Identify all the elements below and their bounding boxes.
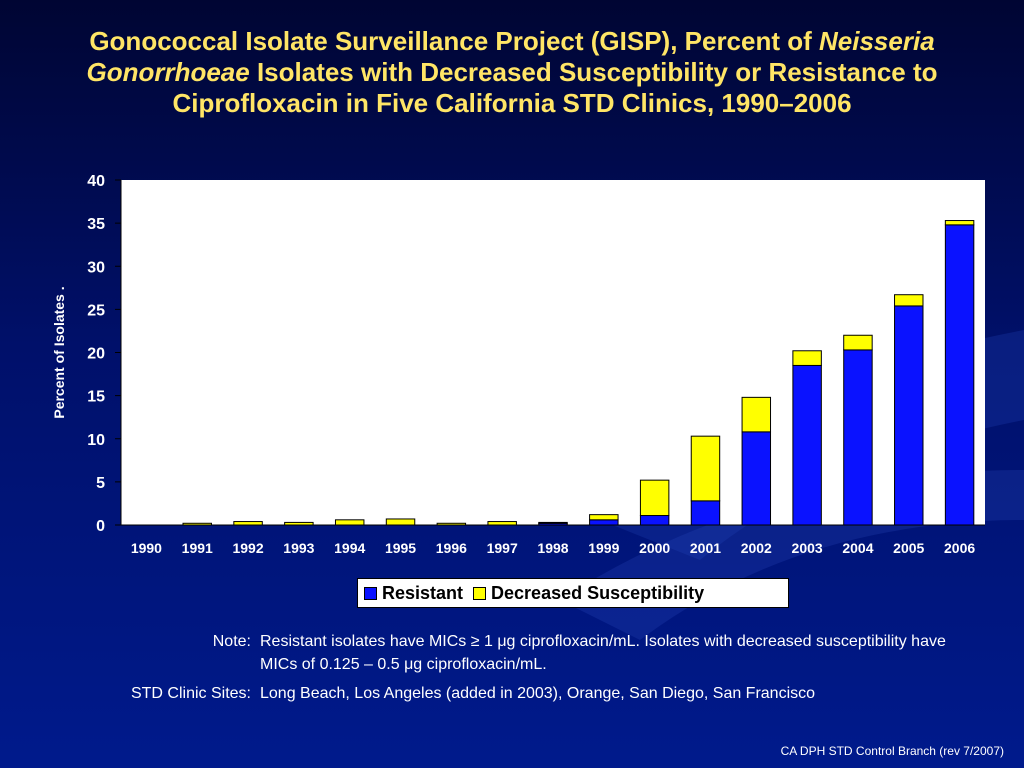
x-tick-label: 2003 xyxy=(792,540,823,556)
x-tick-label: 2004 xyxy=(842,540,873,556)
chart-legend: Resistant Decreased Susceptibility xyxy=(357,578,789,608)
x-tick-label: 2001 xyxy=(690,540,721,556)
title-part-1: Gonococcal Isolate Surveillance Project … xyxy=(89,26,820,56)
x-tick-label: 1990 xyxy=(131,540,162,556)
x-tick-label: 1999 xyxy=(588,540,619,556)
x-tick-label: 1996 xyxy=(436,540,467,556)
bar-decreased-2002 xyxy=(741,396,772,433)
chart-title: Gonococcal Isolate Surveillance Project … xyxy=(20,26,1004,119)
clinic-sites-label: STD Clinic Sites: xyxy=(130,685,251,702)
bar-decreased-2001 xyxy=(690,435,721,502)
bar-resistant-2001 xyxy=(690,500,721,526)
bar-decreased-1998 xyxy=(538,521,568,524)
plot-area xyxy=(121,180,985,525)
x-tick-label: 1995 xyxy=(385,540,416,556)
bar-decreased-2003 xyxy=(792,350,822,366)
y-tick-label: 40 xyxy=(87,173,105,190)
legend-item-decreased: Decreased Susceptibility xyxy=(473,583,704,604)
y-tick-label: 20 xyxy=(87,346,105,363)
y-tick-label: 30 xyxy=(87,259,105,276)
note-text: Resistant isolates have MICs ≥ 1 μg cipr… xyxy=(260,633,946,673)
title-italic: Neisseria Gonorrhoeae xyxy=(86,26,935,87)
bar-resistant-2005 xyxy=(894,305,924,526)
x-tick-label: 2002 xyxy=(741,540,772,556)
bar-decreased-1992 xyxy=(233,521,263,526)
bar-decreased-1995 xyxy=(385,518,416,526)
clinic-sites-text: Long Beach, Los Angeles (added in 2003),… xyxy=(260,685,816,702)
legend-item-resistant: Resistant xyxy=(364,583,463,604)
bar-decreased-2004 xyxy=(843,334,873,351)
bar-resistant-2006 xyxy=(944,224,975,526)
note-label: Note: xyxy=(212,633,251,650)
bar-decreased-1999 xyxy=(589,514,619,521)
title-part-2: Isolates with Decreased Susceptibility o… xyxy=(172,57,938,118)
footer-credit: CA DPH STD Control Branch (rev 7/2007) xyxy=(780,744,1004,758)
bar-resistant-1999 xyxy=(589,519,619,526)
x-tick-label: 1998 xyxy=(537,540,568,556)
y-tick-label: 5 xyxy=(96,475,105,492)
bar-resistant-2004 xyxy=(843,349,873,526)
legend-swatch-decreased xyxy=(473,586,487,600)
legend-label-decreased: Decreased Susceptibility xyxy=(491,582,705,603)
bar-decreased-2000 xyxy=(639,479,670,517)
bar-decreased-1994 xyxy=(334,519,365,526)
x-tick-label: 1993 xyxy=(283,540,314,556)
legend-label-resistant: Resistant xyxy=(382,582,464,603)
bar-resistant-2002 xyxy=(741,431,772,526)
y-tick-label: 15 xyxy=(87,389,105,406)
bar-decreased-2006 xyxy=(944,220,975,226)
legend-swatch-resistant xyxy=(364,586,377,600)
x-tick-label: 1997 xyxy=(487,540,518,556)
clinic-sites-row: STD Clinic Sites: Long Beach, Los Angele… xyxy=(80,682,980,705)
x-tick-label: 1994 xyxy=(334,540,365,556)
notes-block: Note: Resistant isolates have MICs ≥ 1 μ… xyxy=(80,630,980,711)
x-tick-label: 2006 xyxy=(944,540,975,556)
bar-resistant-2000 xyxy=(639,515,670,526)
bar-decreased-2005 xyxy=(894,294,924,307)
y-tick-label: 25 xyxy=(87,302,105,319)
x-tick-label: 2000 xyxy=(639,540,670,556)
note-row: Note: Resistant isolates have MICs ≥ 1 μ… xyxy=(80,630,980,676)
y-tick-label: 10 xyxy=(87,432,105,449)
y-tick-label: 0 xyxy=(96,518,105,535)
x-tick-label: 2005 xyxy=(893,540,924,556)
x-tick-label: 1992 xyxy=(232,540,263,556)
y-tick-label: 35 xyxy=(87,216,105,233)
y-axis-label: Percent of Isolates . xyxy=(51,286,67,418)
bar-resistant-2003 xyxy=(792,364,822,526)
x-tick-label: 1991 xyxy=(182,540,213,556)
bar-decreased-1997 xyxy=(487,521,517,526)
